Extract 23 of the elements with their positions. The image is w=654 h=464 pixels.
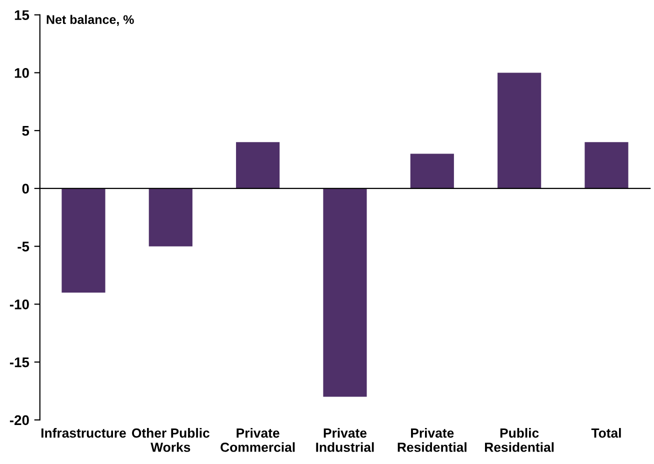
y-tick-label: 10	[14, 68, 29, 78]
x-tick-label: Other Public Works	[132, 428, 210, 452]
bar	[498, 72, 542, 188]
y-tick-label: 5	[22, 126, 30, 136]
y-tick-label: -10	[10, 300, 29, 310]
x-tick-label: Private Industrial	[316, 428, 374, 452]
bar	[584, 142, 628, 188]
bar	[323, 188, 367, 397]
y-tick-label: -15	[10, 358, 30, 368]
x-tick-label: Private Commercial	[220, 428, 295, 452]
y-tick-label: -20	[10, 415, 29, 426]
y-tick-label: 15	[14, 10, 30, 20]
bar	[410, 154, 454, 188]
bar	[148, 188, 192, 246]
bar	[62, 188, 106, 293]
x-tick-label: Public Residential	[485, 428, 554, 452]
y-tick-label: -5	[18, 242, 30, 252]
y-tick-label: 0	[22, 184, 29, 194]
bar	[236, 142, 280, 188]
y-axis-title: Net balance, %	[46, 14, 134, 26]
x-tick-label: Infrastructure	[41, 428, 126, 438]
x-tick-label: Total	[591, 428, 621, 438]
x-tick-label: Private Residential	[398, 428, 466, 452]
